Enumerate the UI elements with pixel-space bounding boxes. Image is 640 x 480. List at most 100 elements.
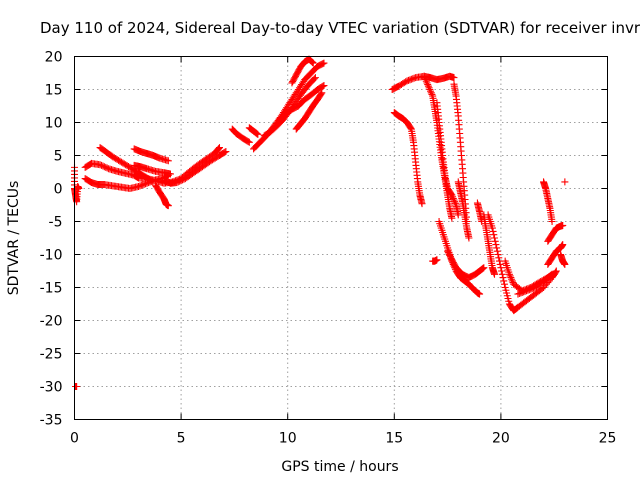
data-point [319,60,327,68]
y-tick-label: 15 [45,83,63,99]
data-point [493,247,501,255]
data-point [559,241,567,249]
data-point [428,90,436,98]
series-arc-m [275,82,328,123]
data-point [480,264,488,272]
series-arc-r [420,72,456,222]
series-arc-g [152,181,172,210]
data-point [498,267,506,275]
series-arc-d [96,144,155,185]
data-point [498,270,506,278]
data-point [245,138,253,146]
data-point [418,200,426,208]
data-point [491,234,499,242]
data-point [494,251,502,258]
series-arc-s [433,99,462,219]
series-arc-i [228,125,253,146]
x-tick-labels: 0 5 10 15 20 25 [70,431,616,447]
data-point [166,170,174,178]
series-arc-h [160,148,230,187]
data-point [215,144,223,152]
data-point [320,59,328,67]
data-point [488,224,496,232]
data-point [244,138,252,146]
data-point [506,272,514,280]
plot-frame [74,56,608,420]
data-point [319,82,327,90]
data-point [164,202,172,210]
data-point [492,241,500,249]
x-tick-label: 15 [385,431,403,447]
series-arc-w [435,218,484,298]
data-point [500,280,508,288]
data-point [310,75,318,83]
data-point [320,82,328,90]
data-point [448,214,456,222]
series-arc-f [130,145,172,165]
data-point [451,198,459,206]
data-point [493,244,501,252]
y-tick-label: -20 [40,314,63,330]
data-point [561,178,569,186]
data-point [547,271,555,279]
data-point [421,74,429,82]
data-point [449,194,457,202]
data-point [424,82,432,90]
y-tick-label: -30 [40,380,63,396]
x-tick-label: 5 [177,431,186,447]
series-arc-x [444,247,488,282]
data-series [71,55,569,390]
data-point [499,274,507,282]
data-point [424,81,432,89]
y-tick-label: -5 [49,215,63,231]
data-point [448,191,456,199]
series-arc-u [454,178,473,242]
y-tick-label: -25 [40,347,63,363]
y-tick-label: -35 [40,413,63,429]
series-arc-a [71,163,83,206]
data-point [508,275,516,283]
data-point [548,270,556,278]
y-tick-label: 20 [45,50,63,66]
data-point [423,79,431,87]
x-tick-label: 10 [279,431,297,447]
data-point [548,218,556,225]
x-tick-label: 0 [70,431,79,447]
y-tick-label: -10 [40,248,63,264]
series-arc-ag [557,251,569,268]
data-point [450,74,458,82]
data-point [422,77,430,85]
series-arc-ai [72,383,81,390]
data-point [164,157,172,165]
data-point [427,89,435,97]
data-point [505,270,513,278]
y-tick-label: 10 [45,116,63,132]
series-arc-j [245,124,262,138]
series-arc-ad [540,178,556,225]
data-point [146,176,154,184]
data-point [420,72,428,80]
data-point [451,199,459,207]
data-point [309,58,317,66]
chart-title: Day 110 of 2024, Sidereal Day-to-day VTE… [40,19,640,37]
series-arc-ah [561,178,569,186]
data-point [491,237,499,245]
data-point [311,74,319,82]
y-tick-label: -15 [40,281,63,297]
data-point [425,84,433,92]
data-point [147,177,155,185]
data-point [449,193,457,201]
data-point [465,234,473,242]
data-point [308,58,316,66]
series-arc-y [429,256,441,265]
data-point [433,256,441,264]
y-tick-label: 5 [54,149,63,165]
data-point [221,148,229,156]
data-point [75,185,83,192]
grid [74,56,608,420]
data-point [559,221,567,229]
x-tick-label: 20 [492,431,510,447]
series-arc-n [292,89,326,133]
data-point [407,124,415,132]
data-point [495,254,503,262]
